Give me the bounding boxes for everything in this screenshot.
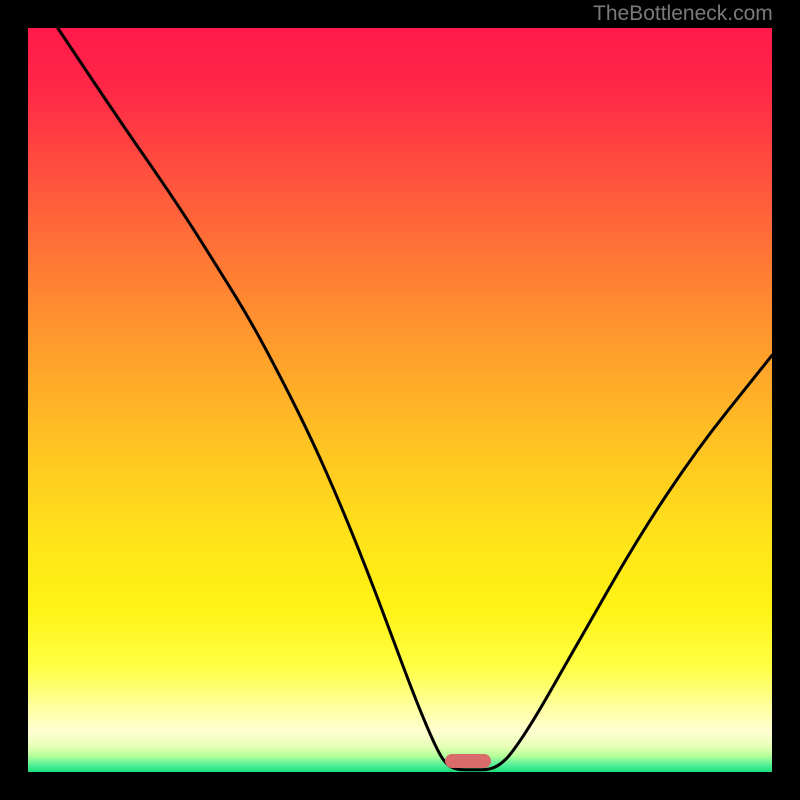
sweet-spot-marker [445, 754, 491, 768]
curve-path [58, 28, 772, 770]
watermark-text: TheBottleneck.com [593, 2, 773, 26]
chart-root: TheBottleneck.com [0, 0, 800, 800]
bottleneck-curve [28, 28, 772, 772]
